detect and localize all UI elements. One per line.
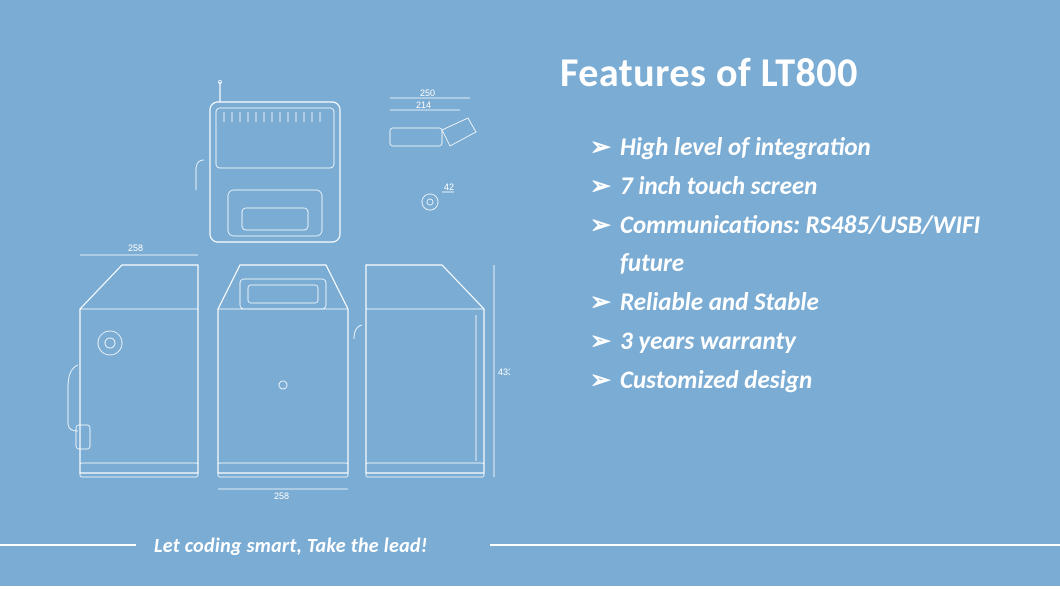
chevron-right-icon: ➢ [590, 322, 620, 361]
list-item: ➢ Communications: RS485/USB/WIFI future [590, 206, 1020, 284]
dim-label: 42 [444, 182, 454, 192]
feature-text: Communications: RS485/USB/WIFI future [620, 206, 1020, 284]
list-item: ➢ 7 inch touch screen [590, 167, 1020, 206]
dim-label: 214 [416, 100, 431, 110]
divider-line [490, 544, 1060, 546]
chevron-right-icon: ➢ [590, 361, 620, 400]
dim-label: 258 [128, 243, 143, 253]
feature-text: Customized design [620, 361, 1020, 400]
feature-text: High level of integration [620, 128, 1020, 167]
slide: Features of LT800 ➢ High level of integr… [0, 0, 1060, 590]
dim-label: 258 [274, 491, 289, 500]
feature-text: 3 years warranty [620, 322, 1020, 361]
blueprint-svg: 250 214 42 258 [60, 80, 510, 500]
dim-label: 433 [498, 367, 510, 377]
list-item: ➢ Reliable and Stable [590, 283, 1020, 322]
dim-label: 250 [420, 88, 435, 98]
chevron-right-icon: ➢ [590, 128, 620, 167]
divider-line [0, 586, 1060, 590]
page-title: Features of LT800 [560, 48, 858, 97]
feature-text: Reliable and Stable [620, 283, 1020, 322]
list-item: ➢ High level of integration [590, 128, 1020, 167]
product-blueprint-diagram: 250 214 42 258 [60, 80, 510, 500]
chevron-right-icon: ➢ [590, 283, 620, 322]
feature-text: 7 inch touch screen [620, 167, 1020, 206]
list-item: ➢ Customized design [590, 361, 1020, 400]
divider-line [0, 544, 136, 546]
tagline: Let coding smart, Take the lead! [154, 534, 428, 558]
chevron-right-icon: ➢ [590, 206, 620, 245]
chevron-right-icon: ➢ [590, 167, 620, 206]
feature-list: ➢ High level of integration ➢ 7 inch tou… [590, 128, 1020, 399]
list-item: ➢ 3 years warranty [590, 322, 1020, 361]
